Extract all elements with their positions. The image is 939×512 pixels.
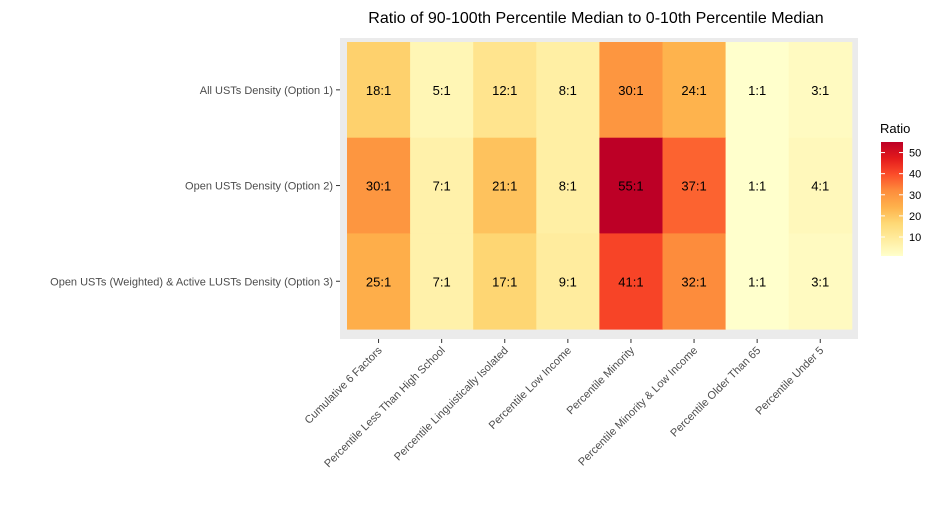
cell-label: 1:1	[748, 274, 766, 289]
x-tick-label: Percentile Minority & Low Income	[576, 345, 700, 469]
legend-title: Ratio	[880, 121, 910, 136]
cell-label: 25:1	[366, 274, 391, 289]
cell-label: 3:1	[811, 274, 829, 289]
heatmap-cell	[662, 233, 727, 330]
legend-tick-label: 50	[909, 148, 921, 160]
cell-label: 17:1	[492, 274, 517, 289]
heatmap-cell	[473, 233, 537, 330]
cell-label: 30:1	[618, 83, 643, 98]
cell-label: 9:1	[559, 274, 577, 289]
heatmap-cell	[788, 42, 853, 139]
heatmap-cell	[347, 42, 411, 139]
y-tick-label: Open USTs (Weighted) & Active LUSTs Dens…	[50, 276, 333, 288]
heatmap-cell	[599, 233, 663, 330]
heatmap-cell	[599, 137, 663, 234]
legend-tick-label: 20	[909, 211, 921, 223]
heatmap-cell	[410, 42, 474, 139]
heatmap-cell	[599, 42, 663, 139]
cell-label: 21:1	[492, 179, 517, 194]
legend-tick-label: 40	[909, 169, 921, 181]
x-tick-label: Percentile Less Than High School	[322, 345, 448, 471]
cell-label: 41:1	[618, 274, 643, 289]
cell-label: 7:1	[433, 274, 451, 289]
heatmap-cell	[725, 42, 790, 139]
x-tick-label: Percentile Under 5	[753, 345, 826, 418]
heatmap-cell	[725, 137, 790, 234]
cell-label: 1:1	[748, 179, 766, 194]
cell-label: 7:1	[433, 179, 451, 194]
legend-tick-label: 30	[909, 190, 921, 202]
heatmap-cell	[725, 233, 790, 330]
cell-label: 5:1	[433, 83, 451, 98]
cell-label: 1:1	[748, 83, 766, 98]
y-tick-label: All USTs Density (Option 1)	[200, 85, 333, 97]
cell-label: 32:1	[681, 274, 706, 289]
legend-colorbar	[881, 142, 903, 256]
chart-title: Ratio of 90-100th Percentile Median to 0…	[368, 10, 823, 27]
cell-label: 18:1	[366, 83, 391, 98]
heatmap-cell	[347, 233, 411, 330]
cell-label: 12:1	[492, 83, 517, 98]
cell-label: 8:1	[559, 179, 577, 194]
heatmap-cell	[662, 137, 727, 234]
cell-label: 8:1	[559, 83, 577, 98]
heatmap-cell	[410, 233, 474, 330]
heatmap-cell	[410, 137, 474, 234]
heatmap-cell	[473, 42, 537, 139]
heatmap-cell	[788, 233, 853, 330]
color-legend: Ratio 10 20 30 40 50	[880, 121, 921, 256]
heatmap-cell	[347, 137, 411, 234]
cell-label: 55:1	[618, 179, 643, 194]
legend-tick-label: 10	[909, 232, 921, 244]
y-tick-label: Open USTs Density (Option 2)	[185, 181, 333, 193]
cell-label: 37:1	[681, 179, 706, 194]
heatmap-cell	[662, 42, 727, 139]
x-tick-label: Percentile Linguistically Isolated	[392, 345, 511, 464]
heatmap-cells: 18:1 5:1 12:1 8:1 30:1 24:1 1:1 3:1 30:1 7:1 21:1 8…	[347, 42, 853, 330]
heatmap-cell	[536, 137, 600, 234]
heatmap-cell	[536, 42, 600, 139]
cell-label: 30:1	[366, 179, 391, 194]
cell-label: 4:1	[811, 179, 829, 194]
heatmap-cell	[788, 137, 853, 234]
cell-label: 3:1	[811, 83, 829, 98]
cell-label: 24:1	[681, 83, 706, 98]
heatmap-cell	[536, 233, 600, 330]
y-axis: All USTs Density (Option 1) Open USTs Den…	[50, 85, 340, 288]
x-tick-label: Percentile Minority	[565, 344, 638, 417]
heatmap-cell	[473, 137, 537, 234]
